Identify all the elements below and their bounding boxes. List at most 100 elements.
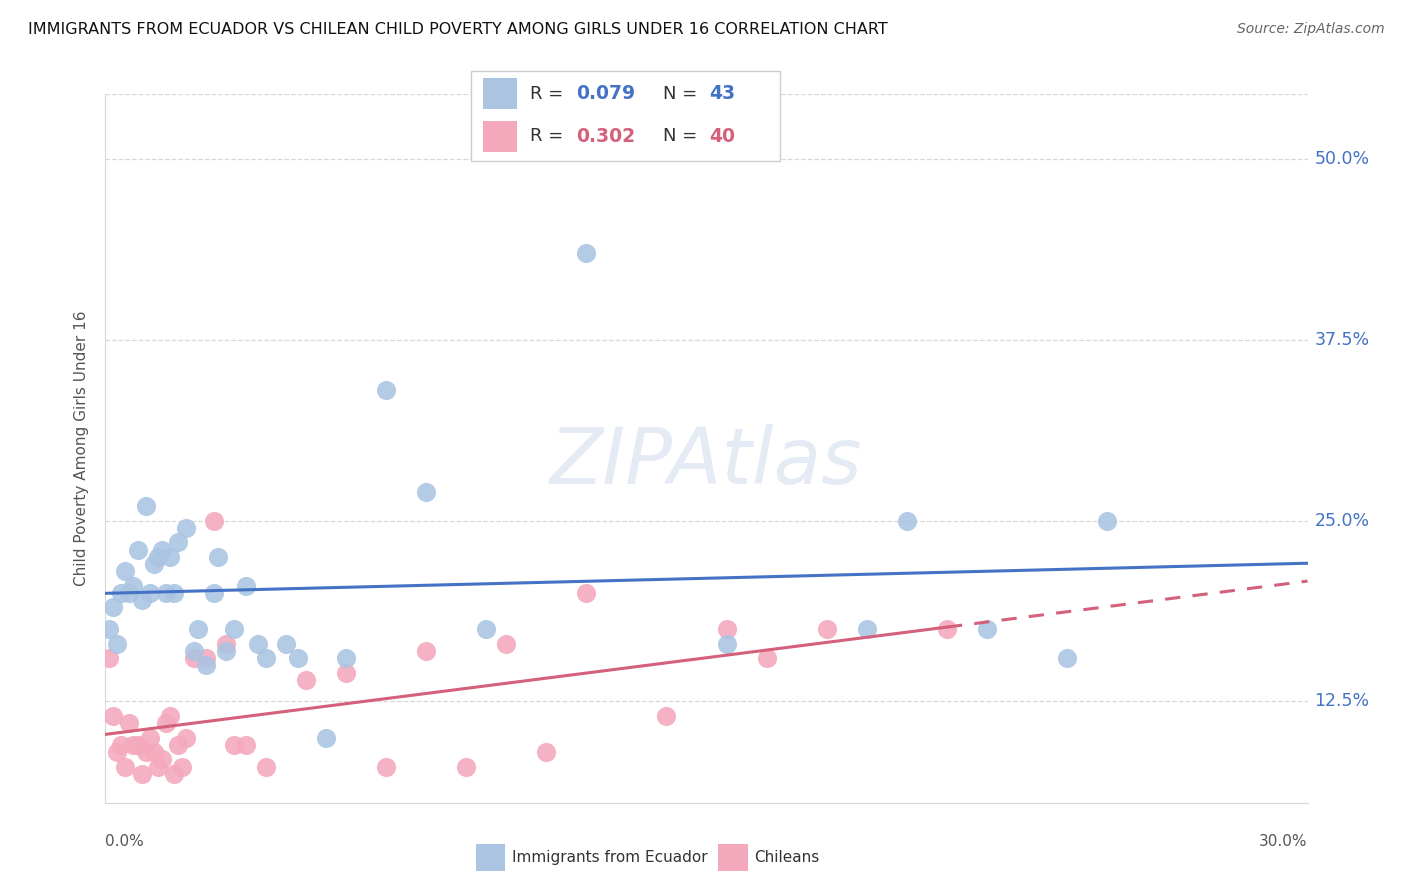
Point: [98, 651, 121, 665]
Text: R =: R =: [530, 128, 569, 145]
Point: [475, 622, 498, 636]
Bar: [475, 844, 505, 871]
Point: [235, 738, 257, 752]
Point: [138, 586, 160, 600]
Text: Chileans: Chileans: [755, 850, 820, 864]
Point: [155, 716, 177, 731]
Point: [118, 586, 141, 600]
Point: [415, 644, 437, 658]
Text: N =: N =: [662, 128, 703, 145]
Point: [274, 637, 297, 651]
Point: [287, 651, 309, 665]
Point: [815, 622, 838, 636]
Point: [716, 637, 738, 651]
Point: [222, 622, 245, 636]
Point: [155, 586, 177, 600]
Point: [454, 759, 477, 773]
Point: [896, 514, 918, 528]
Point: [235, 579, 257, 593]
Text: 12.5%: 12.5%: [1315, 692, 1369, 711]
Point: [716, 622, 738, 636]
Point: [146, 759, 169, 773]
Point: [162, 586, 184, 600]
Point: [146, 549, 169, 564]
Point: [335, 665, 357, 680]
Point: [131, 593, 153, 607]
Point: [575, 245, 598, 260]
Text: Immigrants from Ecuador: Immigrants from Ecuador: [512, 850, 707, 864]
Text: Source: ZipAtlas.com: Source: ZipAtlas.com: [1237, 22, 1385, 37]
Point: [295, 673, 318, 687]
Point: [170, 759, 193, 773]
Point: [194, 651, 217, 665]
Point: [415, 484, 437, 499]
Point: [755, 651, 778, 665]
Point: [127, 542, 149, 557]
Point: [495, 637, 517, 651]
Text: 37.5%: 37.5%: [1315, 331, 1369, 349]
Point: [162, 767, 184, 781]
Point: [202, 586, 225, 600]
Point: [107, 745, 129, 759]
Text: 30.0%: 30.0%: [1260, 834, 1308, 849]
Point: [936, 622, 959, 636]
Point: [98, 622, 121, 636]
Text: 0.0%: 0.0%: [105, 834, 145, 849]
Point: [127, 738, 149, 752]
Point: [1097, 514, 1119, 528]
Point: [103, 600, 125, 615]
Text: ZIPAtlas: ZIPAtlas: [550, 425, 863, 500]
Point: [575, 586, 598, 600]
Point: [122, 738, 145, 752]
Bar: [718, 844, 748, 871]
Bar: [484, 121, 517, 152]
Point: [138, 731, 160, 745]
Point: [187, 622, 209, 636]
Point: [335, 651, 357, 665]
Point: [150, 542, 173, 557]
Point: [655, 709, 678, 723]
Point: [315, 731, 337, 745]
Point: [374, 384, 398, 398]
Point: [183, 644, 205, 658]
Point: [214, 644, 236, 658]
Point: [110, 738, 132, 752]
Point: [118, 716, 141, 731]
Point: [142, 745, 165, 759]
Point: [214, 637, 236, 651]
Point: [107, 637, 129, 651]
Point: [131, 767, 153, 781]
Point: [374, 759, 398, 773]
Point: [254, 651, 277, 665]
Text: 40: 40: [709, 127, 735, 146]
Point: [202, 514, 225, 528]
Point: [159, 709, 181, 723]
Point: [183, 651, 205, 665]
Y-axis label: Child Poverty Among Girls Under 16: Child Poverty Among Girls Under 16: [75, 310, 90, 586]
Point: [194, 658, 217, 673]
Point: [135, 745, 157, 759]
Point: [150, 752, 173, 766]
Text: 0.079: 0.079: [576, 84, 636, 103]
Text: N =: N =: [662, 85, 703, 103]
Bar: [484, 78, 517, 109]
Point: [174, 521, 197, 535]
Point: [114, 564, 136, 578]
Text: 0.302: 0.302: [576, 127, 636, 146]
Text: IMMIGRANTS FROM ECUADOR VS CHILEAN CHILD POVERTY AMONG GIRLS UNDER 16 CORRELATIO: IMMIGRANTS FROM ECUADOR VS CHILEAN CHILD…: [28, 22, 887, 37]
Point: [207, 549, 229, 564]
Point: [222, 738, 245, 752]
Point: [534, 745, 557, 759]
Point: [142, 557, 165, 571]
Text: 25.0%: 25.0%: [1315, 512, 1369, 530]
Text: 50.0%: 50.0%: [1315, 150, 1369, 168]
Point: [103, 709, 125, 723]
Point: [114, 759, 136, 773]
Point: [135, 499, 157, 513]
Point: [246, 637, 269, 651]
Point: [122, 579, 145, 593]
Point: [855, 622, 877, 636]
Point: [110, 586, 132, 600]
Point: [166, 535, 188, 549]
Text: R =: R =: [530, 85, 569, 103]
